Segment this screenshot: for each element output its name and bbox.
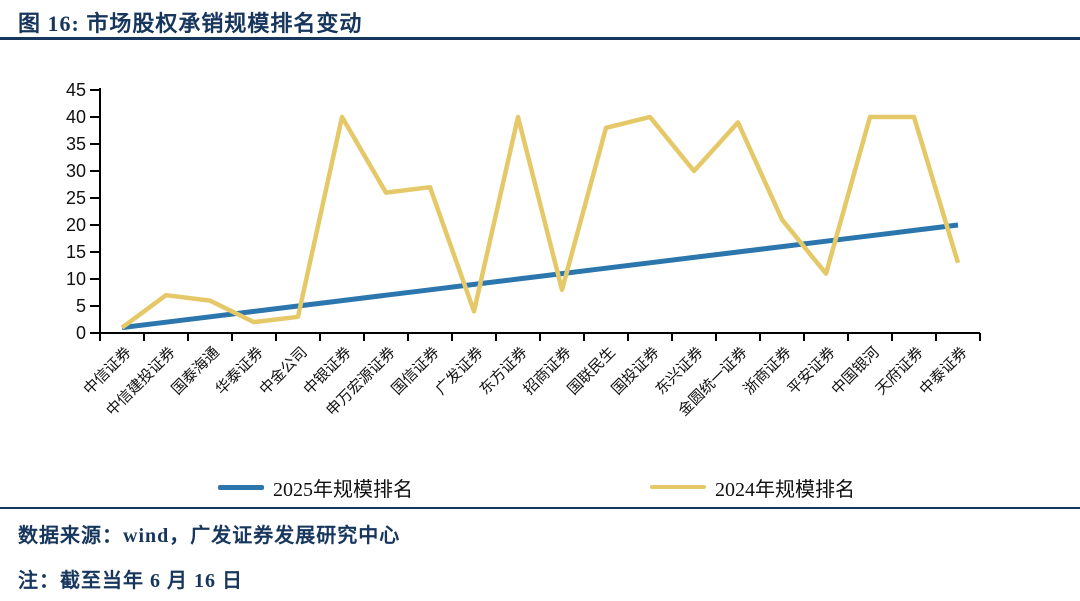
y-tick-label: 5 [76,296,86,316]
legend-swatch-2024-line [650,485,706,489]
x-category-label: 中国银河 [828,344,882,398]
series-line-2025 [121,222,959,331]
x-category-label: 国信证券 [388,344,442,398]
x-category-label: 国联民生 [564,344,618,398]
x-category-label: 中金公司 [256,344,310,398]
legend-item-2025: 2025年规模排名 [218,473,413,501]
y-tick-label: 25 [66,188,86,208]
legend-swatch-2025-line [218,484,264,490]
legend-label-2025: 2025年规模排名 [273,478,413,501]
y-tick-label: 10 [66,269,86,289]
x-category-label: 中泰证券 [916,344,970,398]
x-category-label: 广发证券 [432,344,486,398]
y-tick-label: 35 [66,134,86,154]
legend-item-2024: 2024年规模排名 [650,473,855,501]
x-category-label: 华泰证券 [212,344,266,398]
x-category-label: 浙商证券 [740,344,794,398]
y-tick-label: 40 [66,107,86,127]
x-category-label: 天府证券 [872,344,926,398]
date-note: 注：截至当年 6 月 16 日 [18,570,243,592]
footer-rule [0,507,1080,509]
y-tick-label: 15 [66,242,86,262]
series-line-2024 [120,114,961,330]
y-tick-label: 45 [66,80,86,100]
x-category-label: 国投证券 [608,344,662,398]
chart-legend: 2025年规模排名 2024年规模排名 [0,473,1080,501]
y-tick-label: 20 [66,215,86,235]
y-tick-label: 0 [76,323,86,343]
x-category-label: 平安证券 [784,344,838,398]
figure-title: 图 16: 市场股权承销规模排名变动 [18,11,363,36]
title-rule [0,37,1080,40]
x-category-label: 招商证券 [520,344,574,398]
x-category-label: 东方证券 [476,344,530,398]
ranking-line-chart: 051015202530354045中信证券中信建投证券国泰海通华泰证券中金公司… [66,80,981,419]
source-note: 数据来源：wind，广发证券发展研究中心 [18,525,401,547]
x-category-label: 国泰海通 [168,344,222,398]
y-tick-label: 30 [66,161,86,181]
legend-label-2024: 2024年规模排名 [715,478,855,501]
